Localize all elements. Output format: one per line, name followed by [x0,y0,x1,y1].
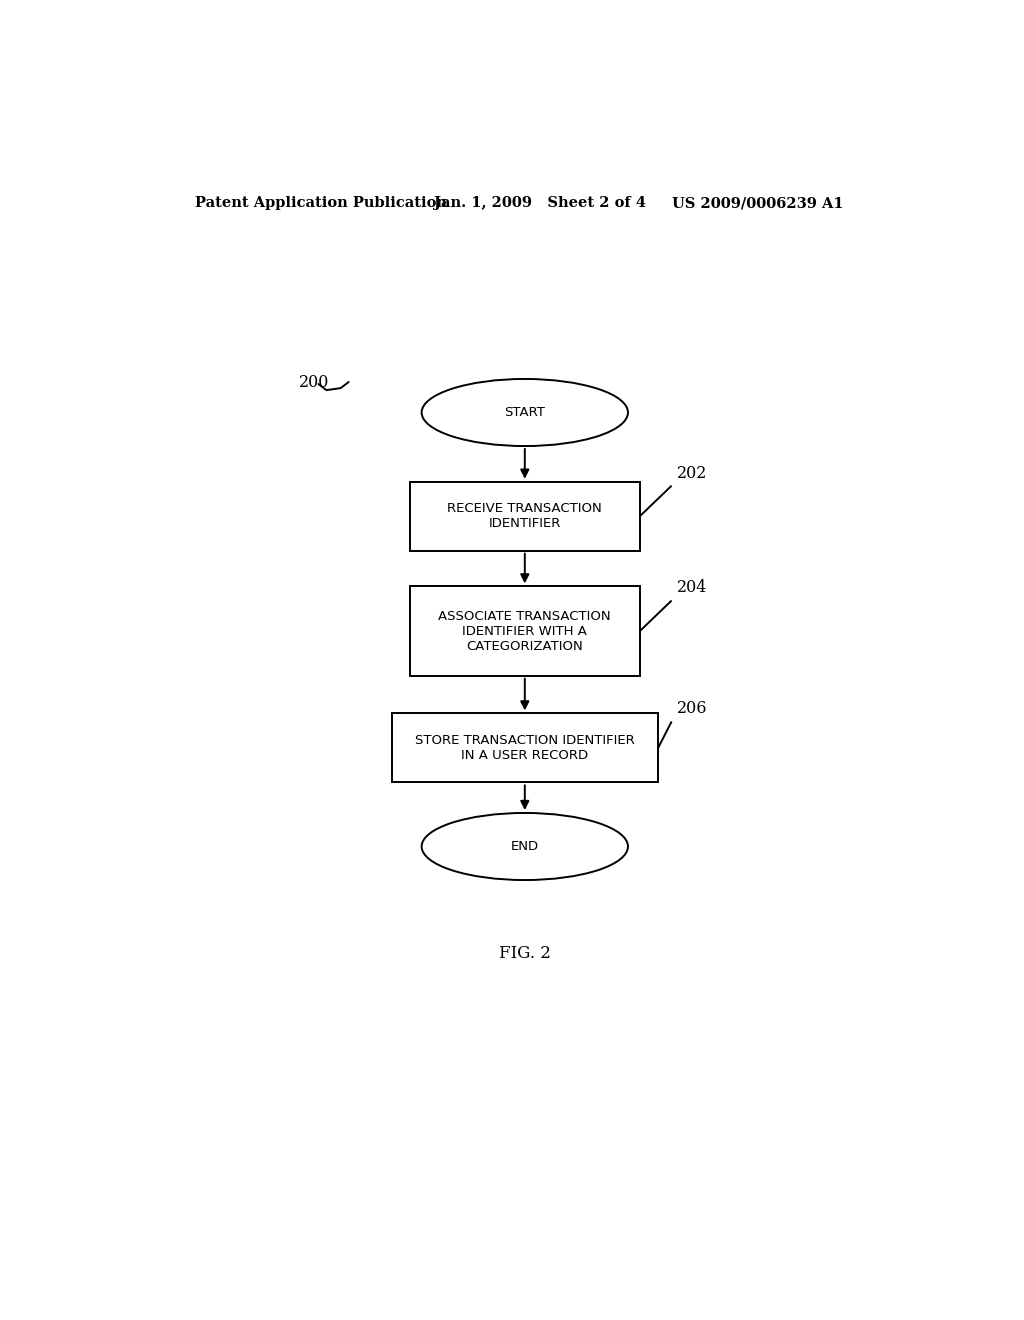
Text: US 2009/0006239 A1: US 2009/0006239 A1 [672,195,843,210]
Text: 200: 200 [299,374,329,391]
Text: START: START [505,407,545,418]
Text: 206: 206 [677,701,708,718]
Text: Jan. 1, 2009   Sheet 2 of 4: Jan. 1, 2009 Sheet 2 of 4 [433,195,645,210]
Text: STORE TRANSACTION IDENTIFIER
IN A USER RECORD: STORE TRANSACTION IDENTIFIER IN A USER R… [415,734,635,762]
Text: END: END [511,840,539,853]
Text: 204: 204 [677,579,708,597]
Text: Patent Application Publication: Patent Application Publication [196,195,447,210]
Text: RECEIVE TRANSACTION
IDENTIFIER: RECEIVE TRANSACTION IDENTIFIER [447,502,602,531]
Text: FIG. 2: FIG. 2 [499,945,551,962]
Text: 202: 202 [677,465,708,482]
Text: ASSOCIATE TRANSACTION
IDENTIFIER WITH A
CATEGORIZATION: ASSOCIATE TRANSACTION IDENTIFIER WITH A … [438,610,611,652]
